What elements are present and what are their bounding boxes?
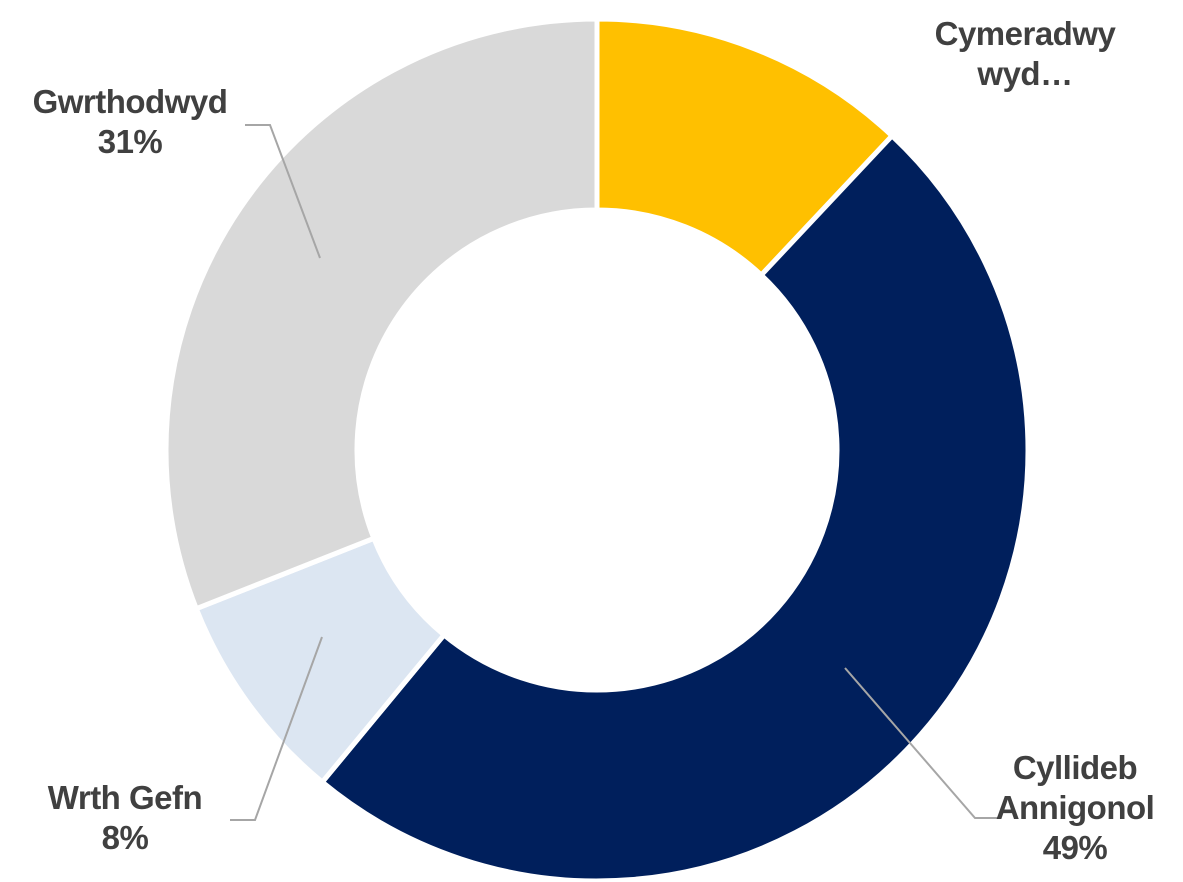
- data-label: Cyllideb Annigonol 49%: [985, 748, 1165, 868]
- value-label: 49%: [1042, 829, 1108, 866]
- leader-line: [230, 636, 323, 821]
- data-label: Cymeradwywyd…: [925, 14, 1125, 94]
- donut-slice: [318, 132, 1031, 882]
- category-label: Cymeradwywyd…: [934, 15, 1116, 92]
- leader-line: [844, 667, 1000, 819]
- donut-slice: [163, 16, 600, 612]
- value-label: 31%: [97, 123, 163, 160]
- category-label: Gwrthodwyd: [32, 83, 228, 120]
- category-label: Wrth Gefn: [47, 779, 203, 816]
- category-label: Cyllideb Annigonol: [995, 749, 1155, 826]
- slices: [163, 16, 1031, 882]
- data-label: Wrth Gefn 8%: [20, 778, 230, 858]
- value-label: 8%: [101, 819, 149, 856]
- data-label: Gwrthodwyd 31%: [10, 82, 250, 162]
- leader-line: [245, 124, 321, 259]
